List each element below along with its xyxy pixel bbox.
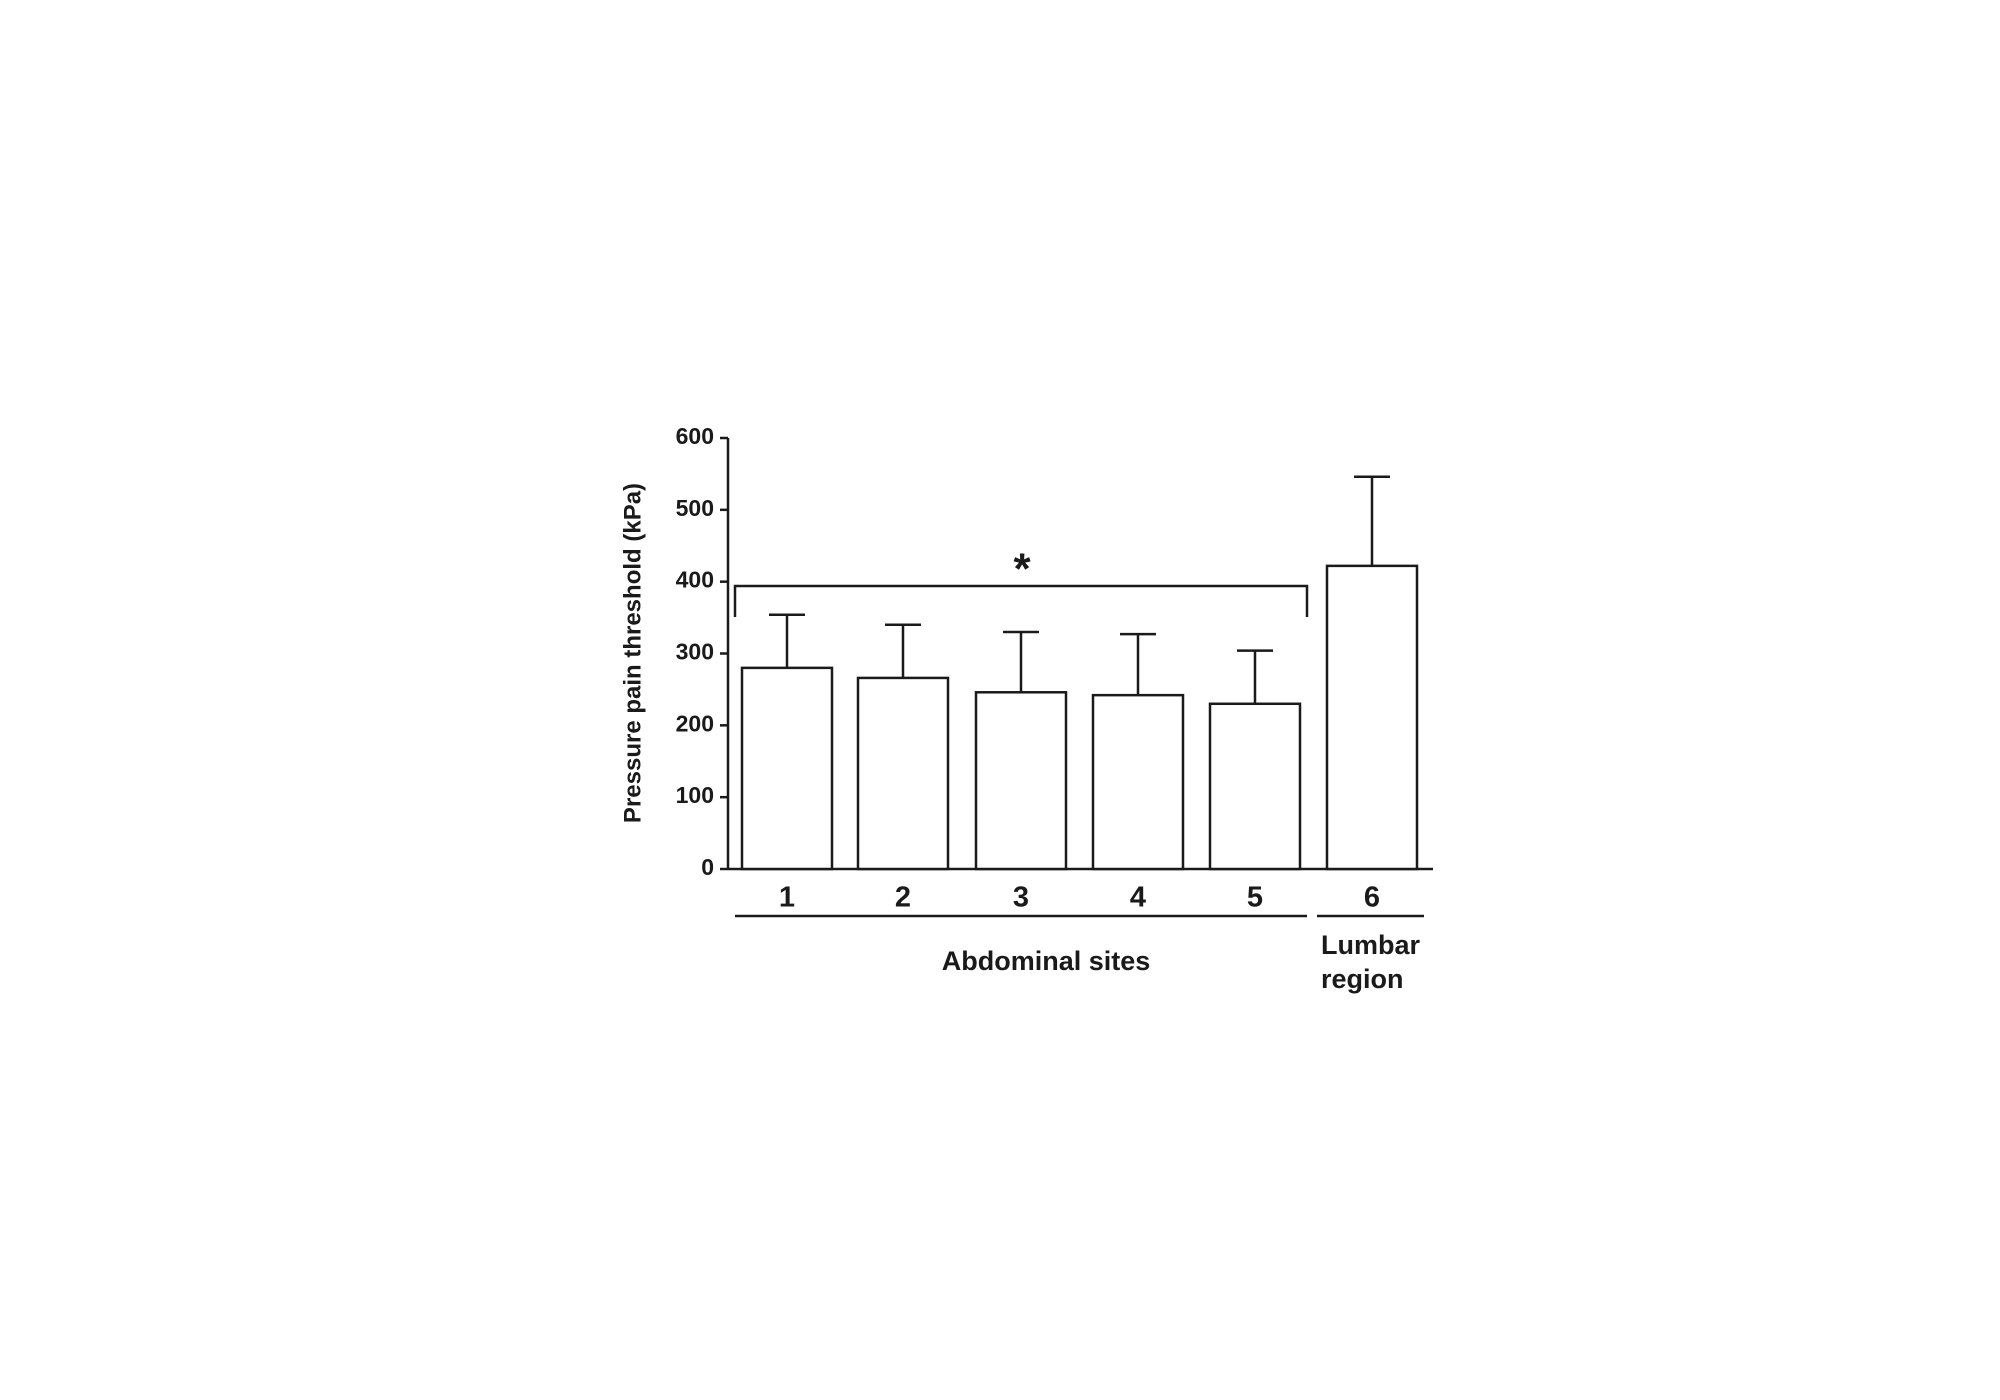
y-tick-label: 300 [676,639,714,665]
x-tick-label: 4 [1130,882,1146,914]
x-tick-label: 2 [895,882,911,914]
bar [1208,702,1302,871]
x-tick-label: 5 [1247,882,1263,914]
bar [1091,693,1185,871]
y-tick-label: 600 [676,423,714,449]
y-tick-label: 100 [676,782,714,808]
significance-marker: * [1013,545,1031,594]
significance-bracket [733,584,1309,617]
y-tick-label: 500 [676,495,714,521]
x-tick-label: 1 [779,882,795,914]
bar [1325,564,1419,871]
y-tick-label: 400 [676,567,714,593]
bar [974,691,1068,871]
bar [856,676,950,871]
group-label: Lumbar region [1321,930,1421,994]
bar [740,666,834,871]
y-axis-title: Pressure pain threshold (kPa) [619,483,646,823]
y-tick-label: 200 [676,710,714,736]
x-tick-label: 6 [1364,882,1380,914]
group-label: Abdominal sites [941,946,1151,976]
x-tick-label: 3 [1013,882,1029,914]
y-tick-label: 0 [701,854,714,880]
